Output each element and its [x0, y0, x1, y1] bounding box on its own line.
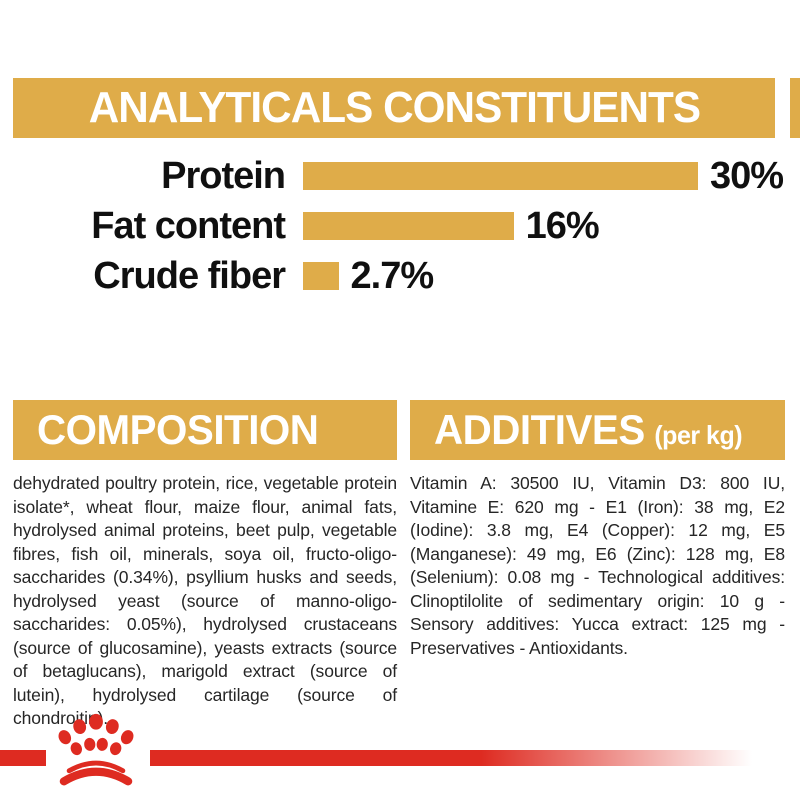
royal-canin-crown-logo — [58, 713, 134, 786]
composition-body-text: dehydrated poultry protein, rice, vegeta… — [13, 473, 397, 728]
bar-chart: Protein 30% Fat content 16% Crude fiber 2.7% — [0, 155, 800, 312]
chart-row: Crude fiber 2.7% — [0, 255, 800, 297]
analytical-constituents-banner: ANALYTICALS CONSTITUENTS — [13, 78, 775, 138]
additives-body-text: Vitamin A: 30500 IU, Vitamin D3: 800 IU,… — [410, 473, 785, 658]
chart-bar — [303, 212, 514, 240]
banner-edge-sliver — [790, 78, 800, 138]
composition-header: COMPOSITION — [13, 400, 397, 460]
analytical-constituents-title: ANALYTICALS CONSTITUENTS — [88, 83, 700, 132]
chart-row: Protein 30% — [0, 155, 800, 197]
footer-red-line-right — [150, 750, 752, 766]
chart-category-label: Fat content — [91, 205, 286, 247]
footer-red-line-left — [0, 750, 46, 766]
chart-value-label: 30% — [710, 155, 784, 197]
chart-value-label: 2.7% — [350, 255, 435, 297]
additives-section: ADDITIVES (per kg) Vitamin A: 30500 IU, … — [410, 400, 785, 660]
additives-title: ADDITIVES — [434, 406, 645, 453]
chart-row: Fat content 16% — [0, 205, 800, 247]
additives-title-suffix: (per kg) — [654, 420, 743, 450]
chart-category-label: Protein — [161, 155, 286, 197]
chart-bar — [303, 162, 698, 190]
composition-section: COMPOSITION dehydrated poultry protein, … — [13, 400, 397, 731]
chart-value-label: 16% — [525, 205, 600, 247]
chart-bar — [303, 262, 339, 290]
chart-category-label: Crude fiber — [93, 255, 286, 297]
composition-title: COMPOSITION — [37, 406, 319, 453]
additives-header: ADDITIVES (per kg) — [410, 400, 785, 460]
